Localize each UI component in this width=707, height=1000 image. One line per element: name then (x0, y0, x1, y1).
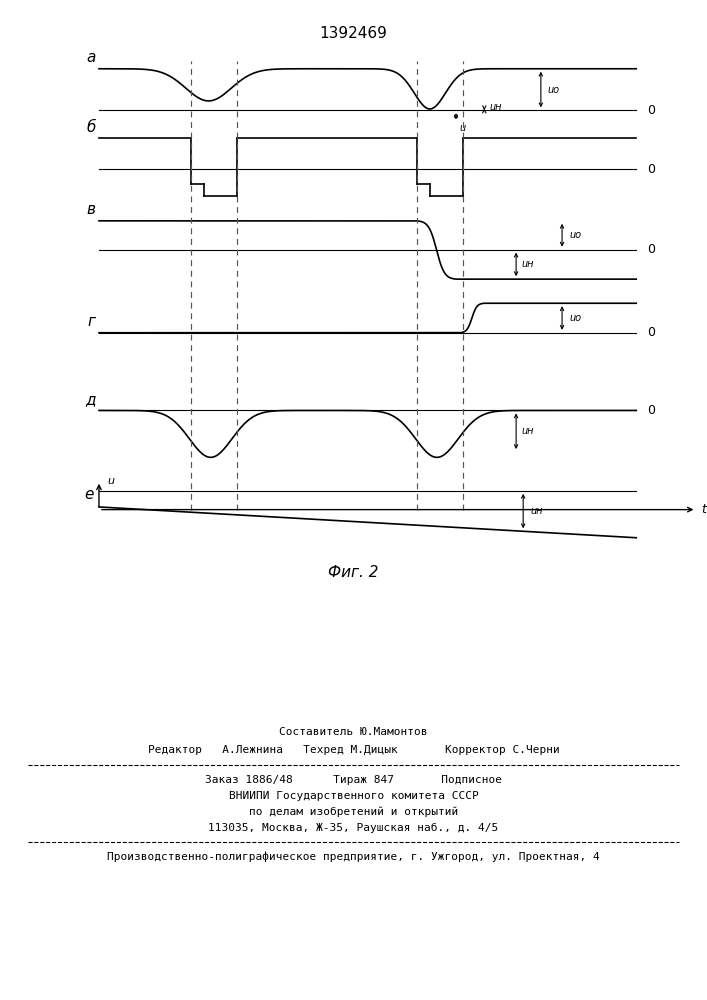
Text: Заказ 1886/48      Тираж 847       Подписное: Заказ 1886/48 Тираж 847 Подписное (205, 775, 502, 785)
Text: uн: uн (530, 506, 543, 516)
Text: в: в (86, 202, 95, 217)
Text: t: t (701, 503, 706, 516)
Text: 0: 0 (647, 163, 655, 176)
Text: 0: 0 (647, 404, 655, 417)
Text: по делам изобретений и открытий: по делам изобретений и открытий (249, 807, 458, 817)
Text: uн: uн (489, 102, 502, 112)
Text: д: д (85, 392, 95, 407)
Text: uн: uн (522, 259, 534, 269)
Text: г: г (88, 314, 95, 329)
Text: uн: uн (522, 426, 534, 436)
Text: uо: uо (548, 85, 560, 95)
Text: б: б (86, 120, 95, 135)
Text: а: а (86, 50, 95, 65)
Text: Составитель Ю.Мамонтов: Составитель Ю.Мамонтов (279, 727, 428, 737)
Text: 113035, Москва, Ж-35, Раушская наб., д. 4/5: 113035, Москва, Ж-35, Раушская наб., д. … (209, 823, 498, 833)
Text: Производственно-полиграфическое предприятие, г. Ужгород, ул. Проектная, 4: Производственно-полиграфическое предприя… (107, 852, 600, 862)
Text: u: u (460, 123, 466, 133)
Text: Редактор   А.Лежнина   Техред М.Дицык       Корректор С.Черни: Редактор А.Лежнина Техред М.Дицык Коррек… (148, 745, 559, 755)
Text: 0: 0 (647, 104, 655, 117)
Text: ВНИИПИ Государственного комитета СССР: ВНИИПИ Государственного комитета СССР (228, 791, 479, 801)
Text: uо: uо (569, 313, 581, 323)
Text: uо: uо (569, 230, 581, 240)
Text: Фиг. 2: Фиг. 2 (328, 565, 379, 580)
Text: 1392469: 1392469 (320, 26, 387, 41)
Text: е: е (84, 487, 93, 502)
Text: 0: 0 (647, 243, 655, 256)
Text: 0: 0 (647, 326, 655, 339)
Text: u: u (107, 476, 115, 486)
